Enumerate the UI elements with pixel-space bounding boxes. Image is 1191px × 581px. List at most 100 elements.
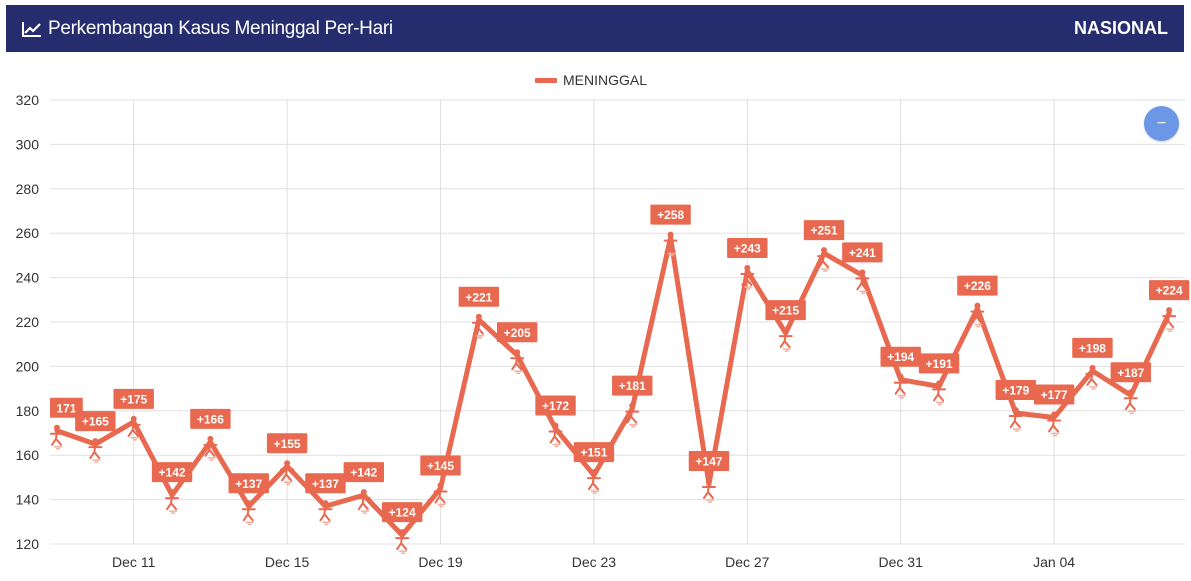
marker-shadow xyxy=(1166,328,1175,332)
data-label-box xyxy=(458,286,500,307)
marker-shadow xyxy=(705,499,714,503)
marker-body xyxy=(126,420,141,437)
marker-head xyxy=(475,313,482,320)
marker-shadow xyxy=(821,268,829,272)
marker-head xyxy=(130,415,137,422)
data-point-marker xyxy=(510,349,525,375)
marker-body xyxy=(778,332,793,349)
x-tick-label: Dec 19 xyxy=(418,554,463,570)
marker-shadow xyxy=(284,481,293,486)
data-point-marker xyxy=(970,302,985,328)
header-bar: Perkembangan Kasus Meninggal Per-Hari NA… xyxy=(6,5,1184,52)
marker-body xyxy=(1123,394,1138,411)
marker-shadow xyxy=(92,459,101,463)
chart-area: 120 140 160 180 200 220 240 260 280 300 320 Dec 11 D… xyxy=(0,52,1191,576)
marker-shadow xyxy=(207,457,216,461)
marker-head xyxy=(1127,389,1134,396)
marker-head xyxy=(590,469,597,476)
data-label: +172 xyxy=(542,399,569,413)
data-label-box xyxy=(765,300,806,321)
marker-shadow xyxy=(475,335,484,339)
data-label-box xyxy=(75,411,116,432)
y-tick-label: 260 xyxy=(16,225,40,241)
data-label-box xyxy=(420,455,461,476)
data-point-marker xyxy=(433,482,448,508)
marker-head xyxy=(705,478,712,485)
marker-shadow xyxy=(1012,428,1021,432)
marker-head xyxy=(514,349,521,356)
marker-head xyxy=(92,438,99,445)
data-label-box xyxy=(497,322,538,343)
marker-head xyxy=(207,435,214,442)
marker-head xyxy=(169,489,176,496)
x-tick-label: Dec 11 xyxy=(112,554,156,570)
data-label-box xyxy=(266,433,308,454)
data-label-box xyxy=(343,462,384,483)
header-left: Perkembangan Kasus Meninggal Per-Hari xyxy=(22,18,393,40)
marker-shadow xyxy=(936,401,945,406)
data-point-marker xyxy=(548,422,563,448)
data-label: +241 xyxy=(849,246,876,260)
data-label: +177 xyxy=(1041,388,1068,402)
marker-body xyxy=(471,318,486,335)
data-label-box xyxy=(113,388,154,409)
marker-body xyxy=(740,269,755,286)
data-point-marker xyxy=(356,489,371,514)
data-label-box xyxy=(50,397,83,418)
data-label: +221 xyxy=(465,290,492,304)
marker-body xyxy=(548,427,563,444)
data-label-box xyxy=(305,473,346,494)
minus-icon: − xyxy=(1156,114,1167,132)
marker-head xyxy=(1051,411,1058,418)
data-point-marker xyxy=(625,402,640,428)
y-tick-label: 180 xyxy=(16,403,40,419)
data-label-box xyxy=(650,204,691,225)
data-label: +175 xyxy=(120,392,147,406)
marker-head xyxy=(360,489,367,496)
marker-body xyxy=(395,534,410,551)
data-point-marker xyxy=(1085,364,1100,390)
data-label-box xyxy=(1033,384,1075,405)
marker-body xyxy=(1008,412,1023,429)
legend-layer: MENINGGAL xyxy=(535,72,647,88)
line-chart-icon xyxy=(22,21,41,37)
data-label: +181 xyxy=(619,379,646,393)
zoom-out-button[interactable]: − xyxy=(1144,106,1179,141)
data-label-box xyxy=(957,275,998,296)
marker-shadow xyxy=(859,290,868,295)
data-point-marker xyxy=(1123,389,1138,415)
data-label: +224 xyxy=(1156,284,1183,298)
marker-body xyxy=(893,378,908,395)
marker-body xyxy=(1085,369,1100,386)
data-label: +205 xyxy=(504,326,531,340)
marker-head xyxy=(245,500,252,507)
data-point-marker xyxy=(1008,407,1023,432)
data-point-marker xyxy=(893,373,908,399)
marker-head xyxy=(322,500,329,507)
marker-body xyxy=(50,429,64,446)
data-label: +191 xyxy=(926,357,953,371)
data-label-box xyxy=(1072,337,1113,358)
x-tick-label: Dec 15 xyxy=(265,554,310,570)
data-label: +142 xyxy=(159,466,186,480)
data-label-box xyxy=(1148,280,1190,301)
data-label-box xyxy=(190,408,231,429)
data-point-marker xyxy=(1047,411,1062,437)
data-point-marker xyxy=(126,415,141,441)
x-tick-label: Dec 23 xyxy=(572,554,617,570)
marker-head xyxy=(1166,307,1173,314)
marker-head xyxy=(399,529,406,536)
marker-shadow xyxy=(399,550,408,554)
data-point-marker xyxy=(88,438,103,463)
marker-head xyxy=(821,247,827,254)
data-label-box xyxy=(381,502,423,523)
region-label: NASIONAL xyxy=(1074,18,1168,38)
data-point-marker xyxy=(932,380,947,406)
marker-body xyxy=(855,274,870,291)
data-point-marker xyxy=(855,269,870,295)
marker-shadow xyxy=(744,286,753,290)
data-label: +124 xyxy=(389,506,416,520)
data-point-marker xyxy=(1162,307,1177,332)
data-point-marker xyxy=(50,424,64,450)
data-label: +147 xyxy=(695,455,722,469)
